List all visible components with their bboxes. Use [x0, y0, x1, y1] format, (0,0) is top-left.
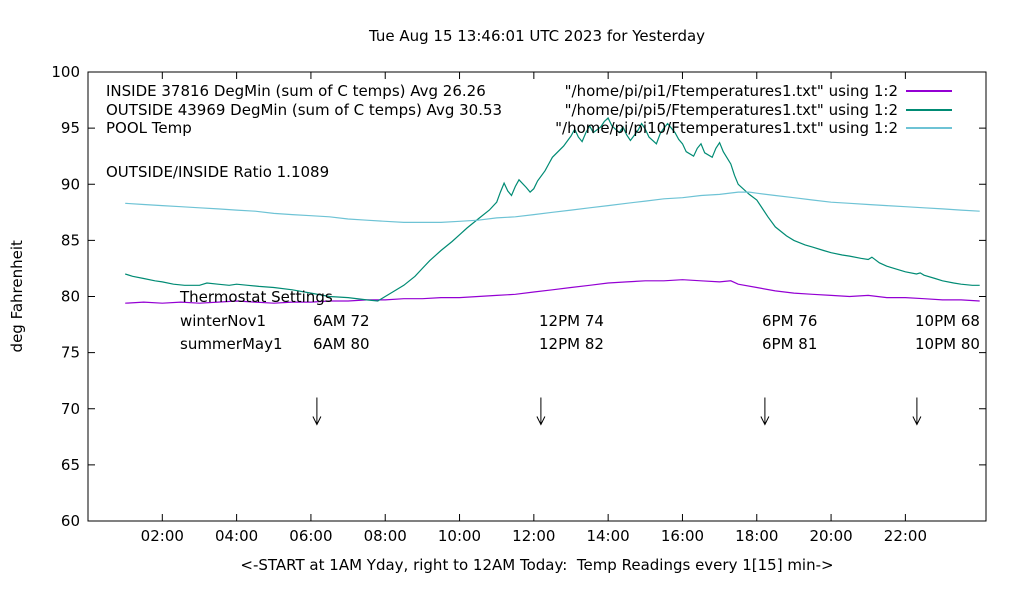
pool-series-line	[125, 191, 980, 223]
x-tick-label: 16:00	[661, 527, 704, 545]
thermostat-setting: 10PM 80	[915, 335, 980, 353]
x-tick-label: 10:00	[438, 527, 481, 545]
x-tick-label: 18:00	[735, 527, 778, 545]
y-tick-label: 75	[61, 344, 80, 362]
thermostat-setting: 12PM 82	[539, 335, 604, 353]
pool-line-swatch	[906, 127, 952, 129]
x-tick-label: 12:00	[512, 527, 555, 545]
x-tick-label: 08:00	[364, 527, 407, 545]
legend-pool-file: "/home/pi/pi10/Ftemperatures1.txt" using…	[555, 119, 898, 137]
y-tick-label: 85	[61, 231, 80, 249]
legend-pool-label: POOL Temp	[106, 119, 192, 137]
thermostat-setting: 10PM 68	[915, 312, 980, 330]
thermostat-setting: 6AM 80	[313, 335, 370, 353]
y-tick-label: 60	[61, 512, 80, 530]
x-tick-label: 22:00	[884, 527, 927, 545]
chart-title: Tue Aug 15 13:46:01 UTC 2023 for Yesterd…	[368, 27, 706, 45]
y-axis-label: deg Fahrenheit	[7, 240, 26, 353]
x-axis-label: <-START at 1AM Yday, right to 12AM Today…	[240, 556, 834, 574]
legend-inside-file: "/home/pi/pi1/Ftemperatures1.txt" using …	[564, 82, 898, 100]
y-tick-label: 95	[61, 119, 80, 137]
x-tick-label: 02:00	[141, 527, 184, 545]
y-tick-label: 80	[61, 288, 80, 306]
y-tick-label: 100	[51, 63, 80, 81]
outside-series-line	[125, 117, 980, 302]
y-tick-label: 90	[61, 175, 80, 193]
legend-outside-label: OUTSIDE 43969 DegMin (sum of C temps) Av…	[106, 101, 503, 119]
x-tick-label: 14:00	[586, 527, 629, 545]
x-tick-label: 06:00	[289, 527, 332, 545]
thermostat-setting: 6AM 72	[313, 312, 370, 330]
thermostat-setting: 6PM 81	[762, 335, 818, 353]
thermostat-setting: 6PM 76	[762, 312, 818, 330]
x-tick-label: 04:00	[215, 527, 258, 545]
outside-line-swatch	[906, 109, 952, 111]
thermostat-arrow	[312, 397, 322, 426]
legend-outside-file: "/home/pi/pi5/Ftemperatures1.txt" using …	[564, 101, 898, 119]
thermostat-row-name: winterNov1	[180, 312, 267, 330]
thermostat-setting: 12PM 74	[539, 312, 604, 330]
y-tick-label: 65	[61, 456, 80, 474]
legend-inside-label: INSIDE 37816 DegMin (sum of C temps) Avg…	[106, 82, 486, 100]
inside-line-swatch	[906, 90, 952, 92]
inside-series-line	[125, 279, 980, 304]
ratio-label: OUTSIDE/INSIDE Ratio 1.1089	[106, 163, 330, 181]
thermostat-row-name: summerMay1	[180, 335, 283, 353]
thermostat-heading: Thermostat Settings	[180, 288, 333, 306]
thermostat-arrow	[536, 397, 546, 426]
thermostat-arrow	[912, 397, 922, 426]
y-tick-label: 70	[61, 400, 80, 418]
x-tick-label: 20:00	[809, 527, 852, 545]
thermostat-arrow	[760, 397, 770, 426]
